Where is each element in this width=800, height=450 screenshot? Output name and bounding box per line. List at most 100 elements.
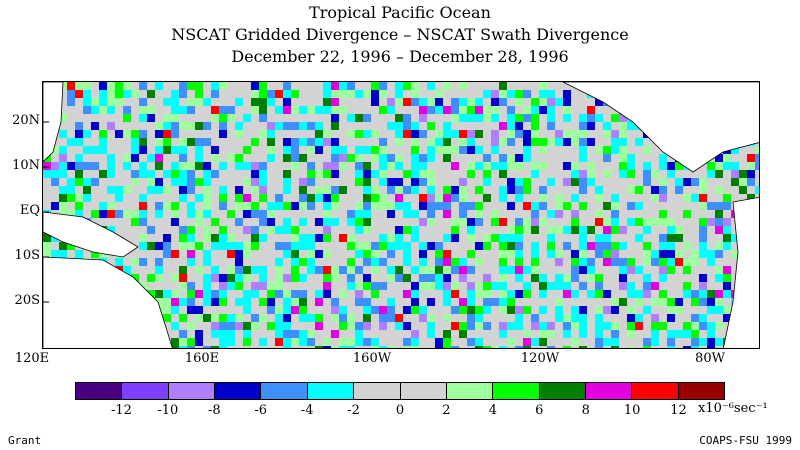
divergence-cell (179, 122, 187, 130)
divergence-cell (411, 146, 419, 154)
divergence-cell (235, 154, 243, 162)
divergence-cell (211, 170, 219, 178)
divergence-cell (675, 162, 683, 170)
divergence-cell (467, 314, 475, 322)
divergence-cell (171, 290, 179, 298)
divergence-cell (443, 210, 451, 218)
divergence-cell (723, 162, 731, 170)
divergence-cell (43, 234, 51, 242)
divergence-cell (411, 338, 419, 346)
divergence-cell (747, 162, 755, 170)
divergence-cell (555, 314, 563, 322)
divergence-cell (539, 202, 547, 210)
divergence-cell (507, 138, 515, 146)
divergence-cell (283, 122, 291, 130)
divergence-cell (195, 290, 203, 298)
divergence-cell (203, 98, 211, 106)
divergence-cell (531, 218, 539, 226)
divergence-cell (523, 106, 531, 114)
divergence-cell (659, 250, 667, 258)
divergence-cell (187, 282, 195, 290)
divergence-cell (203, 282, 211, 290)
lon-label-120e: 120E (14, 351, 50, 366)
divergence-cell (483, 282, 491, 290)
divergence-cell (571, 266, 579, 274)
divergence-cell (163, 298, 171, 306)
divergence-cell (307, 138, 315, 146)
divergence-cell (467, 162, 475, 170)
divergence-cell (171, 210, 179, 218)
divergence-cell (395, 130, 403, 138)
divergence-cell (683, 266, 691, 274)
divergence-cell (563, 290, 571, 298)
divergence-cell (459, 114, 467, 122)
divergence-cell (579, 138, 587, 146)
divergence-cell (59, 170, 67, 178)
divergence-cell (187, 226, 195, 234)
divergence-cell (187, 186, 195, 194)
divergence-cell (427, 314, 435, 322)
divergence-cell (675, 250, 683, 258)
divergence-cell (587, 106, 595, 114)
divergence-cell (379, 162, 387, 170)
divergence-cell (675, 306, 683, 314)
divergence-cell (659, 234, 667, 242)
divergence-cell (459, 210, 467, 218)
divergence-cell (291, 258, 299, 266)
divergence-cell (691, 258, 699, 266)
divergence-cell (315, 186, 323, 194)
divergence-cell (323, 82, 331, 90)
divergence-cell (387, 178, 395, 186)
divergence-cell (283, 330, 291, 338)
divergence-cell (507, 106, 515, 114)
divergence-cell (219, 186, 227, 194)
divergence-cell (107, 90, 115, 98)
divergence-cell (499, 322, 507, 330)
divergence-cell (715, 226, 723, 234)
divergence-cell (155, 122, 163, 130)
divergence-cell (243, 290, 251, 298)
divergence-cell (459, 186, 467, 194)
divergence-cell (291, 122, 299, 130)
divergence-cell (251, 314, 259, 322)
divergence-cell (275, 90, 283, 98)
divergence-cell (299, 178, 307, 186)
divergence-cell (371, 82, 379, 90)
divergence-cell (427, 170, 435, 178)
divergence-cell (51, 170, 59, 178)
divergence-cell (475, 338, 483, 346)
divergence-cell (331, 138, 339, 146)
divergence-cell (491, 106, 499, 114)
divergence-cell (235, 274, 243, 282)
divergence-cell (675, 234, 683, 242)
colorbar-tick-label: -12 (110, 403, 132, 418)
divergence-cell (307, 242, 315, 250)
divergence-cell (427, 210, 435, 218)
divergence-cell (627, 306, 635, 314)
divergence-cell (603, 250, 611, 258)
divergence-cell (99, 146, 107, 154)
divergence-cell (139, 210, 147, 218)
divergence-cell (411, 186, 419, 194)
divergence-cell (443, 106, 451, 114)
colorbar-swatch (493, 383, 540, 399)
divergence-cell (395, 82, 403, 90)
divergence-cell (355, 330, 363, 338)
divergence-cell (387, 154, 395, 162)
divergence-cell (243, 274, 251, 282)
divergence-cell (187, 202, 195, 210)
divergence-cell (707, 290, 715, 298)
divergence-cell (275, 122, 283, 130)
divergence-cell (379, 170, 387, 178)
divergence-cell (659, 210, 667, 218)
divergence-cell (603, 242, 611, 250)
land-asia (43, 82, 64, 163)
divergence-cell (563, 90, 571, 98)
divergence-cell (179, 162, 187, 170)
divergence-cell (59, 202, 67, 210)
divergence-cell (635, 202, 643, 210)
divergence-cell (355, 298, 363, 306)
divergence-cell (643, 274, 651, 282)
divergence-cell (387, 298, 395, 306)
divergence-cell (651, 186, 659, 194)
